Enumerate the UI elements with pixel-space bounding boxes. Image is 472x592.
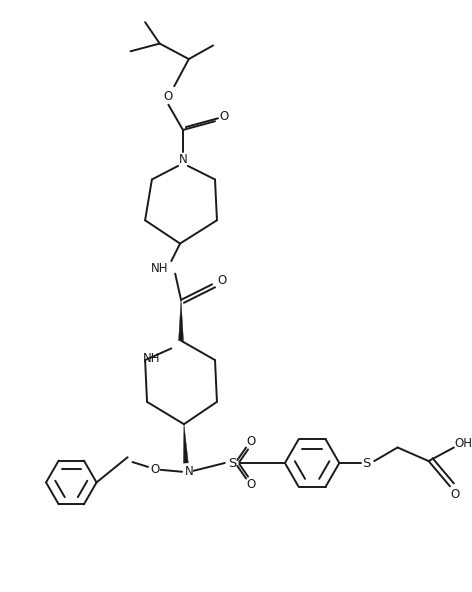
- Text: O: O: [164, 91, 173, 104]
- Text: N: N: [185, 465, 193, 478]
- Text: N: N: [178, 153, 187, 166]
- Text: O: O: [217, 274, 227, 287]
- Text: OH: OH: [455, 437, 472, 450]
- Text: O: O: [150, 464, 160, 477]
- Polygon shape: [184, 424, 188, 463]
- Text: S: S: [362, 456, 371, 469]
- Text: O: O: [246, 478, 255, 491]
- Text: NH: NH: [151, 262, 169, 275]
- Polygon shape: [178, 300, 184, 340]
- Text: O: O: [246, 435, 255, 448]
- Text: O: O: [219, 110, 228, 123]
- Text: S: S: [228, 456, 236, 469]
- Text: NH: NH: [143, 352, 160, 365]
- Text: O: O: [450, 488, 459, 501]
